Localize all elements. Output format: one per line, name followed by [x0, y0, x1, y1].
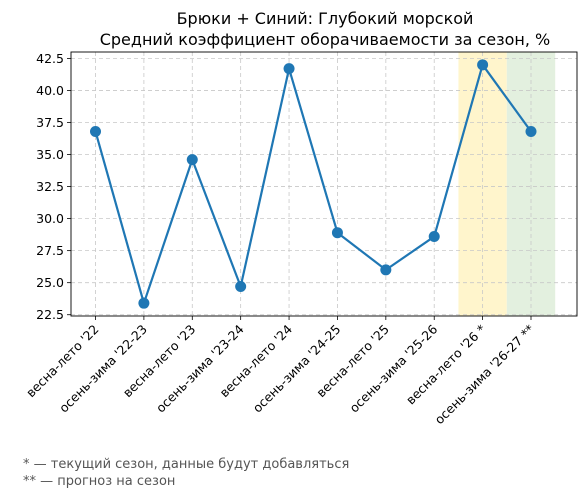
y-tick-label: 22.5 — [36, 307, 64, 322]
x-tick-label: осень-зима '23-24 — [153, 321, 247, 415]
plot-frame — [70, 51, 578, 317]
data-point — [138, 297, 150, 309]
x-tick-label: осень-зима '24-25 — [250, 322, 344, 416]
y-tick-label: 42.5 — [36, 51, 64, 66]
data-point — [331, 227, 343, 239]
data-point — [380, 264, 392, 276]
data-point — [283, 63, 295, 75]
series-line — [94, 63, 532, 305]
axes — [67, 51, 578, 320]
footnote-forecast: ** — прогноз на сезон — [23, 474, 175, 489]
grid-lines — [71, 52, 577, 316]
data-point — [186, 154, 198, 166]
highlight-bands — [458, 52, 556, 316]
x-tick-label: осень-зима '22-23 — [56, 322, 150, 416]
x-tick-label: осень-зима '26-27 ** — [432, 322, 538, 428]
data-point — [235, 281, 247, 293]
chart-subtitle: Средний коэффициент оборачиваемости за с… — [100, 30, 551, 49]
y-tick-label: 30.0 — [36, 211, 64, 226]
data-point — [525, 125, 537, 137]
y-tick-label: 32.5 — [36, 179, 64, 194]
x-tick-label: осень-зима '25-26 — [346, 321, 440, 415]
series-layer — [90, 59, 537, 309]
y-tick-label: 40.0 — [36, 83, 64, 98]
y-tick-label: 37.5 — [36, 115, 64, 130]
y-tick-label: 25.0 — [36, 275, 64, 290]
y-tick-label: 27.5 — [36, 243, 64, 258]
footnote-current-season: * — текущий сезон, данные будут добавлят… — [23, 457, 349, 472]
data-point — [428, 231, 440, 243]
data-point — [90, 125, 101, 137]
data-point — [477, 59, 489, 71]
y-tick-label: 35.0 — [36, 147, 64, 162]
chart-title: Брюки + Синий: Глубокий морской — [177, 9, 474, 28]
